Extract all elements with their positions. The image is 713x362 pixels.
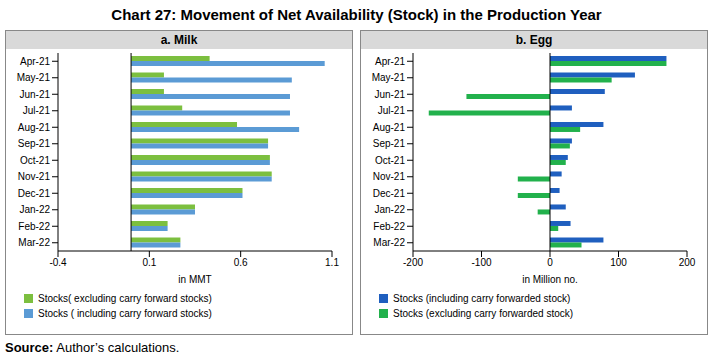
svg-text:Oct-21: Oct-21 xyxy=(375,155,405,166)
html-text:a. Milk: a. Milk xyxy=(160,33,198,47)
svg-text:Jan-22: Jan-22 xyxy=(374,204,405,215)
svg-text:Jun-21: Jun-21 xyxy=(19,89,50,100)
svg-text:1.1: 1.1 xyxy=(325,257,339,268)
svg-text:0.6: 0.6 xyxy=(234,257,248,268)
svg-text:Aug-21: Aug-21 xyxy=(373,122,406,133)
svg-text:Feb-22: Feb-22 xyxy=(373,221,405,232)
svg-text:in MMT: in MMT xyxy=(178,274,211,285)
svg-text:Nov-21: Nov-21 xyxy=(373,171,406,182)
svg-text:in Million no.: in Million no. xyxy=(522,274,578,285)
svg-text:Dec-21: Dec-21 xyxy=(373,188,406,199)
html-text:Chart 27: Movement of Net Avai: Chart 27: Movement of Net Availability (… xyxy=(111,6,602,23)
svg-text:May-21: May-21 xyxy=(17,72,51,83)
svg-text:-100: -100 xyxy=(471,257,491,268)
svg-text:0: 0 xyxy=(547,257,553,268)
html-text:b. Egg: b. Egg xyxy=(515,33,553,47)
svg-text:Apr-21: Apr-21 xyxy=(20,56,50,67)
svg-text:Sep-21: Sep-21 xyxy=(18,138,51,149)
svg-text:Jan-22: Jan-22 xyxy=(19,204,50,215)
svg-text:Jul-21: Jul-21 xyxy=(23,105,51,116)
svg-text:Mar-22: Mar-22 xyxy=(373,237,405,248)
svg-text:Oct-21: Oct-21 xyxy=(20,155,50,166)
svg-text:Apr-21: Apr-21 xyxy=(375,56,405,67)
svg-text:200: 200 xyxy=(679,257,696,268)
svg-text:Jun-21: Jun-21 xyxy=(374,89,405,100)
svg-text:Sep-21: Sep-21 xyxy=(373,138,406,149)
svg-text:100: 100 xyxy=(610,257,627,268)
svg-text:-200: -200 xyxy=(403,257,423,268)
svg-text:0.1: 0.1 xyxy=(142,257,156,268)
svg-text:Aug-21: Aug-21 xyxy=(18,122,51,133)
svg-text:Nov-21: Nov-21 xyxy=(18,171,51,182)
svg-text:-0.4: -0.4 xyxy=(49,257,67,268)
svg-text:Mar-22: Mar-22 xyxy=(18,237,50,248)
html-text:Stocks( excluding carry forwar: Stocks( excluding carry forward stocks) xyxy=(38,293,212,304)
svg-text:Feb-22: Feb-22 xyxy=(18,221,50,232)
html-text:Stocks ( including carry forwa: Stocks ( including carry forward stocks) xyxy=(38,308,212,319)
html-text:Source: Author’s calculations.: Source: Author’s calculations. xyxy=(5,340,180,355)
svg-text:Jul-21: Jul-21 xyxy=(378,105,406,116)
svg-text:Dec-21: Dec-21 xyxy=(18,188,51,199)
html-text:Stocks (excluding carry forwar: Stocks (excluding carry forwarded stock) xyxy=(393,308,574,319)
svg-text:May-21: May-21 xyxy=(372,72,406,83)
html-text:Stocks (including carry forwar: Stocks (including carry forwarded stock) xyxy=(393,293,571,304)
